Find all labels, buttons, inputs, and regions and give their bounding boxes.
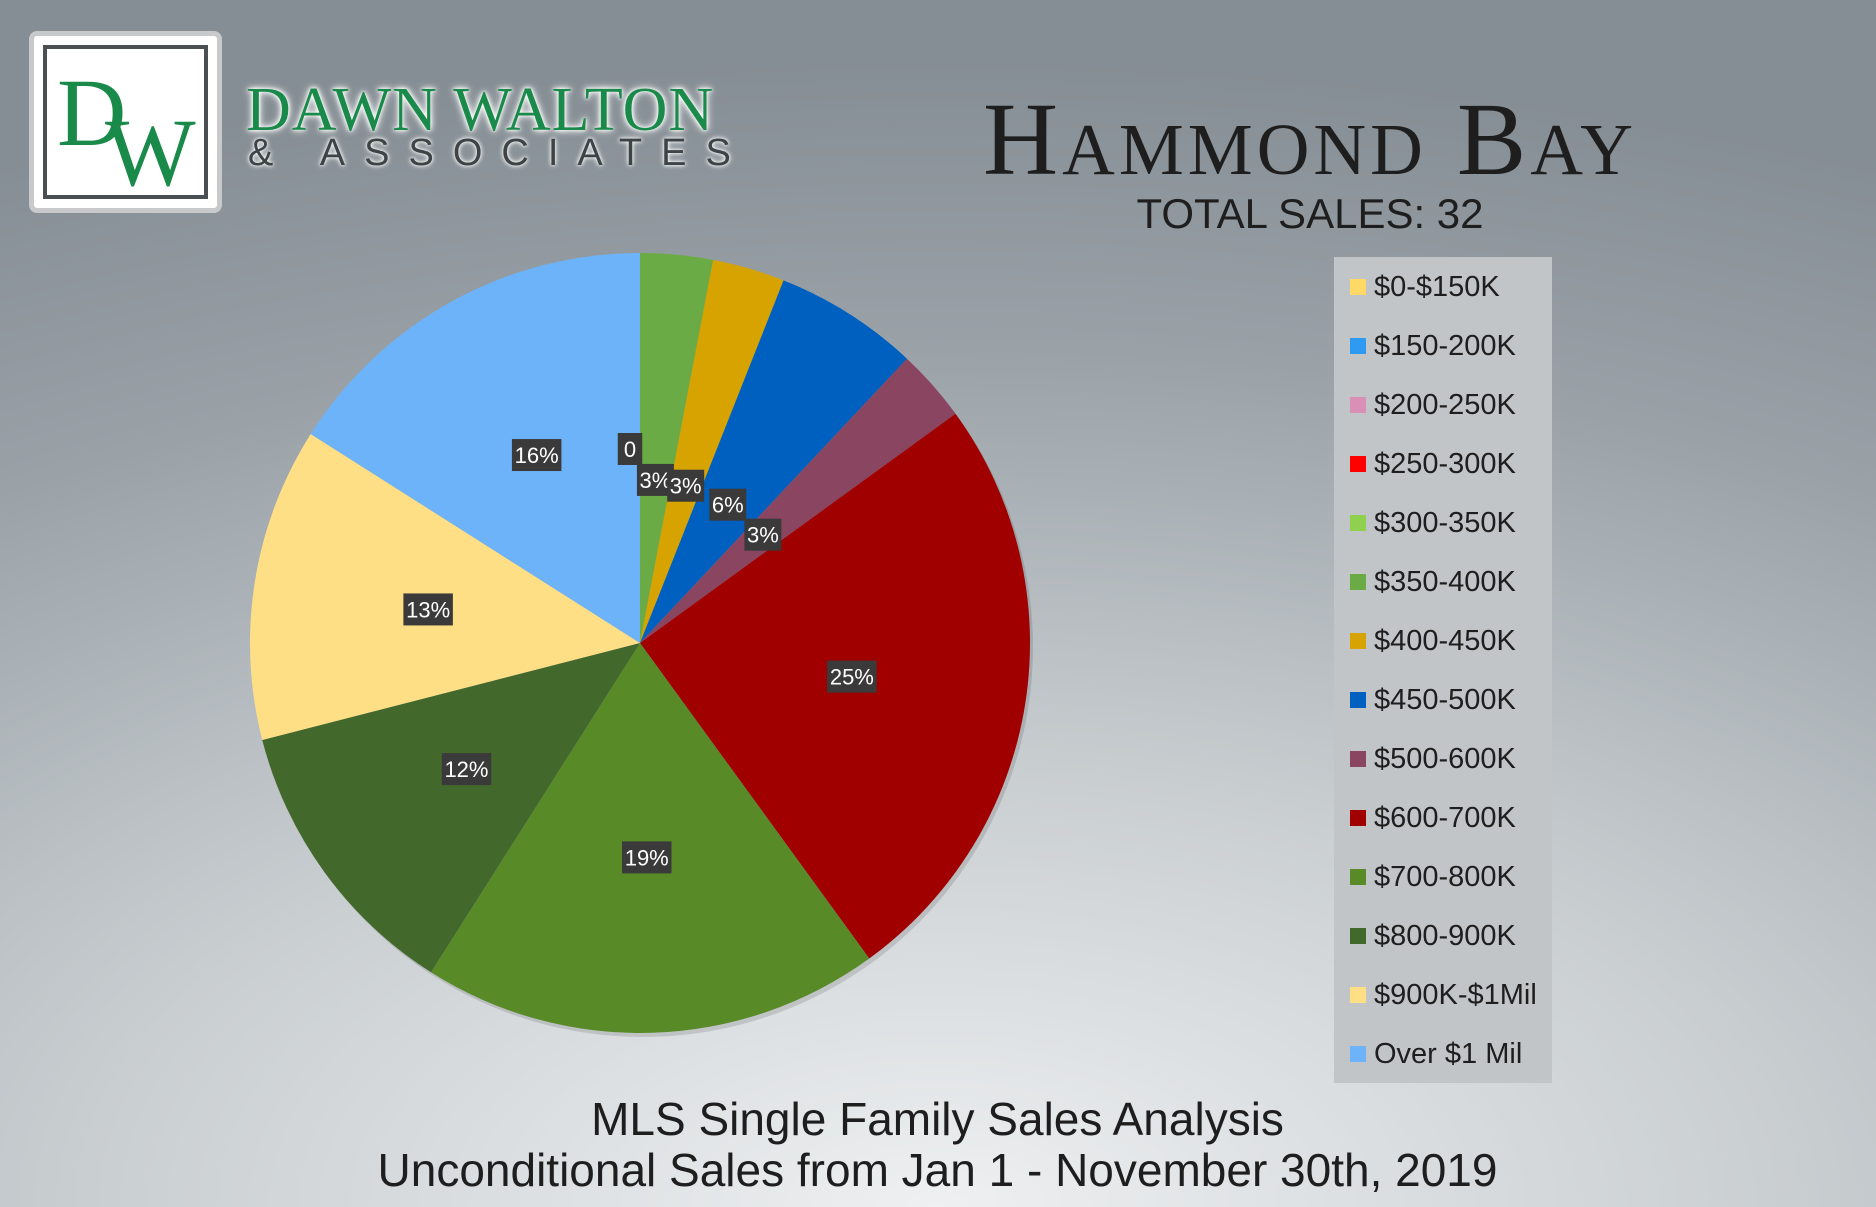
legend-item-450-500k: $450-500K <box>1350 680 1516 720</box>
chart-legend: $0-$150K $150-200K $200-250K $250-300K $300-… <box>1334 257 1552 1083</box>
brand-subtitle: & ASSOCIATES <box>248 132 750 174</box>
legend-swatch <box>1350 1046 1366 1062</box>
legend-item-300-350k: $300-350K <box>1350 503 1516 543</box>
legend-swatch <box>1350 869 1366 885</box>
data-label-box-700-800k <box>621 841 672 874</box>
data-label-900k-1mil: 13% <box>406 597 450 622</box>
legend-label: $600-700K <box>1374 801 1516 834</box>
legend-item-900k-1mil: $900K-$1Mil <box>1350 975 1537 1015</box>
legend-label: $800-900K <box>1374 919 1516 952</box>
pie-slice-500-600k <box>640 358 956 643</box>
pie-slice-350-400k <box>640 253 714 643</box>
pie-slice-900k-1mil <box>250 434 640 740</box>
data-label-700-800k: 19% <box>625 845 669 870</box>
brand-name: DAWN WALTON <box>246 76 715 144</box>
brand-monogram-icon: D W <box>57 59 196 199</box>
total-sales-label: TOTAL SALES: 32 <box>1136 190 1484 237</box>
legend-label: $400-450K <box>1374 624 1516 657</box>
legend-item-700-800k: $700-800K <box>1350 857 1516 897</box>
footer-line-2: Unconditional Sales from Jan 1 - Novembe… <box>377 1144 1498 1196</box>
legend-item-500-600k: $500-600K <box>1350 739 1516 779</box>
data-label-800-900k: 12% <box>444 757 488 782</box>
pie-slice-450-500k <box>640 280 907 643</box>
data-label-600-700k: 25% <box>830 665 874 690</box>
brand-logo-box: D W <box>29 31 222 213</box>
legend-swatch <box>1350 987 1366 1003</box>
legend-item-150-200k: $150-200K <box>1350 326 1516 366</box>
legend-label: $0-$150K <box>1374 270 1500 303</box>
monogram-d-letter: D <box>57 59 126 166</box>
brand-logo-frame: D W <box>43 45 208 199</box>
legend-swatch <box>1350 456 1366 472</box>
legend-swatch <box>1350 751 1366 767</box>
data-label-450-500k: 6% <box>712 493 744 518</box>
data-label-box-600-700k <box>827 660 877 693</box>
legend-swatch <box>1350 338 1366 354</box>
legend-item-250-300k: $250-300K <box>1350 444 1516 484</box>
legend-label: $450-500K <box>1374 683 1516 716</box>
legend-label: $300-350K <box>1374 506 1516 539</box>
legend-label: $500-600K <box>1374 742 1516 775</box>
legend-swatch <box>1350 928 1366 944</box>
legend-swatch <box>1350 397 1366 413</box>
chart-title-text: Hammond Bay <box>983 82 1637 197</box>
data-label-500-600k: 3% <box>747 523 779 548</box>
data-label-over-1-mil: 16% <box>515 443 559 468</box>
legend-label: Over $1 Mil <box>1374 1037 1523 1070</box>
data-label-0-150k: 0 <box>624 437 636 462</box>
legend-label: $150-200K <box>1374 329 1516 362</box>
data-label-box-over-1-mil <box>511 439 562 472</box>
data-label-box-900k-1mil <box>403 593 453 626</box>
legend-label: $350-400K <box>1374 565 1516 598</box>
legend-item-400-450k: $400-450K <box>1350 621 1516 661</box>
legend-label: $700-800K <box>1374 860 1516 893</box>
legend-swatch <box>1350 515 1366 531</box>
legend-swatch <box>1350 279 1366 295</box>
legend-label: $250-300K <box>1374 447 1516 480</box>
legend-item-over-1-mil: Over $1 Mil <box>1350 1034 1522 1074</box>
legend-swatch <box>1350 810 1366 826</box>
legend-swatch <box>1350 633 1366 649</box>
legend-item-0-150k: $0-$150K <box>1350 267 1500 307</box>
data-label-box-400-450k <box>667 469 705 502</box>
data-label-box-800-900k <box>441 753 492 786</box>
pie-slice-800-900k <box>262 643 640 973</box>
legend-item-200-250k: $200-250K <box>1350 385 1516 425</box>
pie-slice-400-450k <box>640 259 784 643</box>
legend-item-800-900k: $800-900K <box>1350 916 1516 956</box>
data-label-box-0-150k <box>617 433 643 465</box>
legend-swatch <box>1350 574 1366 590</box>
data-label-400-450k: 3% <box>670 474 702 499</box>
data-label-350-400k: 3% <box>640 468 672 493</box>
legend-item-350-400k: $350-400K <box>1350 562 1516 602</box>
legend-swatch <box>1350 692 1366 708</box>
monogram-w-letter: W <box>105 99 196 199</box>
legend-label: $900K-$1Mil <box>1374 978 1537 1011</box>
legend-label: $200-250K <box>1374 388 1516 421</box>
pie-slice-over-1-mil <box>310 253 640 643</box>
legend-item-600-700k: $600-700K <box>1350 798 1516 838</box>
footer-line-1: MLS Single Family Sales Analysis <box>591 1093 1284 1145</box>
data-label-box-450-500k <box>709 488 747 521</box>
data-label-box-500-600k <box>744 518 782 551</box>
chart-title: Hammond Bay <box>880 80 1740 199</box>
pie-slice-700-800k <box>431 643 870 1033</box>
